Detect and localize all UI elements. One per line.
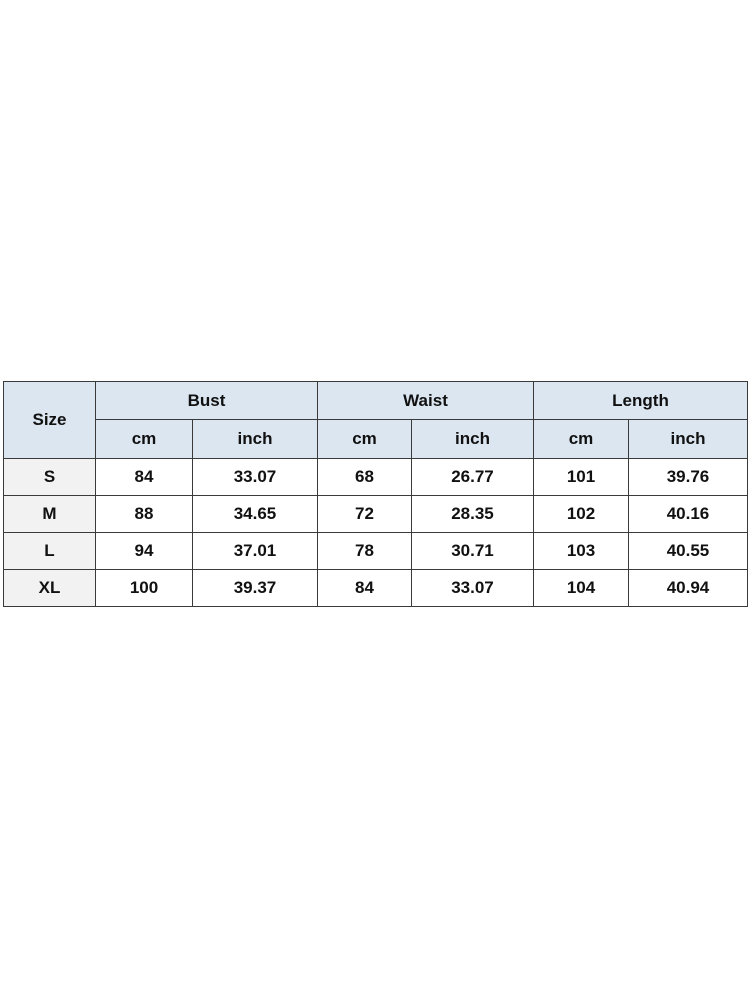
measurement-cell: 33.07 — [192, 458, 318, 496]
measurement-cell: 101 — [533, 458, 629, 496]
table-row: S 84 33.07 68 26.77 101 39.76 — [3, 458, 748, 496]
measurement-cell: 33.07 — [411, 569, 534, 607]
measurement-cell: 103 — [533, 532, 629, 570]
unit-header: inch — [192, 419, 318, 459]
size-cell: S — [3, 458, 96, 496]
waist-header: Waist — [317, 381, 534, 420]
measurement-cell: 84 — [95, 458, 193, 496]
measurement-cell: 30.71 — [411, 532, 534, 570]
measurement-cell: 104 — [533, 569, 629, 607]
length-header: Length — [533, 381, 748, 420]
unit-header: cm — [533, 419, 629, 459]
measurement-cell: 40.16 — [628, 495, 748, 533]
measurement-cell: 102 — [533, 495, 629, 533]
measurement-cell: 72 — [317, 495, 412, 533]
measurement-cell: 28.35 — [411, 495, 534, 533]
size-chart-table: Size Bust Waist Length cm inch cm inch c… — [3, 381, 748, 607]
bust-header: Bust — [95, 381, 318, 420]
unit-header: inch — [411, 419, 534, 459]
measurement-cell: 40.55 — [628, 532, 748, 570]
unit-header: cm — [317, 419, 412, 459]
size-cell: L — [3, 532, 96, 570]
measurement-cell: 37.01 — [192, 532, 318, 570]
table-row: M 88 34.65 72 28.35 102 40.16 — [3, 495, 748, 533]
measurement-cell: 78 — [317, 532, 412, 570]
table-body: S 84 33.07 68 26.77 101 39.76 M 88 34.65 72 28.35 10… — [3, 458, 748, 607]
measurement-cell: 26.77 — [411, 458, 534, 496]
size-cell: M — [3, 495, 96, 533]
measurement-cell: 84 — [317, 569, 412, 607]
measurement-cell: 39.76 — [628, 458, 748, 496]
measurement-cell: 34.65 — [192, 495, 318, 533]
measurement-cell: 40.94 — [628, 569, 748, 607]
measurement-cell: 68 — [317, 458, 412, 496]
measurement-cell: 94 — [95, 532, 193, 570]
size-cell: XL — [3, 569, 96, 607]
measurement-cell: 100 — [95, 569, 193, 607]
unit-header: cm — [95, 419, 193, 459]
measurement-cell: 39.37 — [192, 569, 318, 607]
table-row: XL 100 39.37 84 33.07 104 40.94 — [3, 569, 748, 607]
table-row: L 94 37.01 78 30.71 103 40.55 — [3, 532, 748, 570]
size-header: Size — [3, 381, 96, 459]
measurement-cell: 88 — [95, 495, 193, 533]
unit-header: inch — [628, 419, 748, 459]
